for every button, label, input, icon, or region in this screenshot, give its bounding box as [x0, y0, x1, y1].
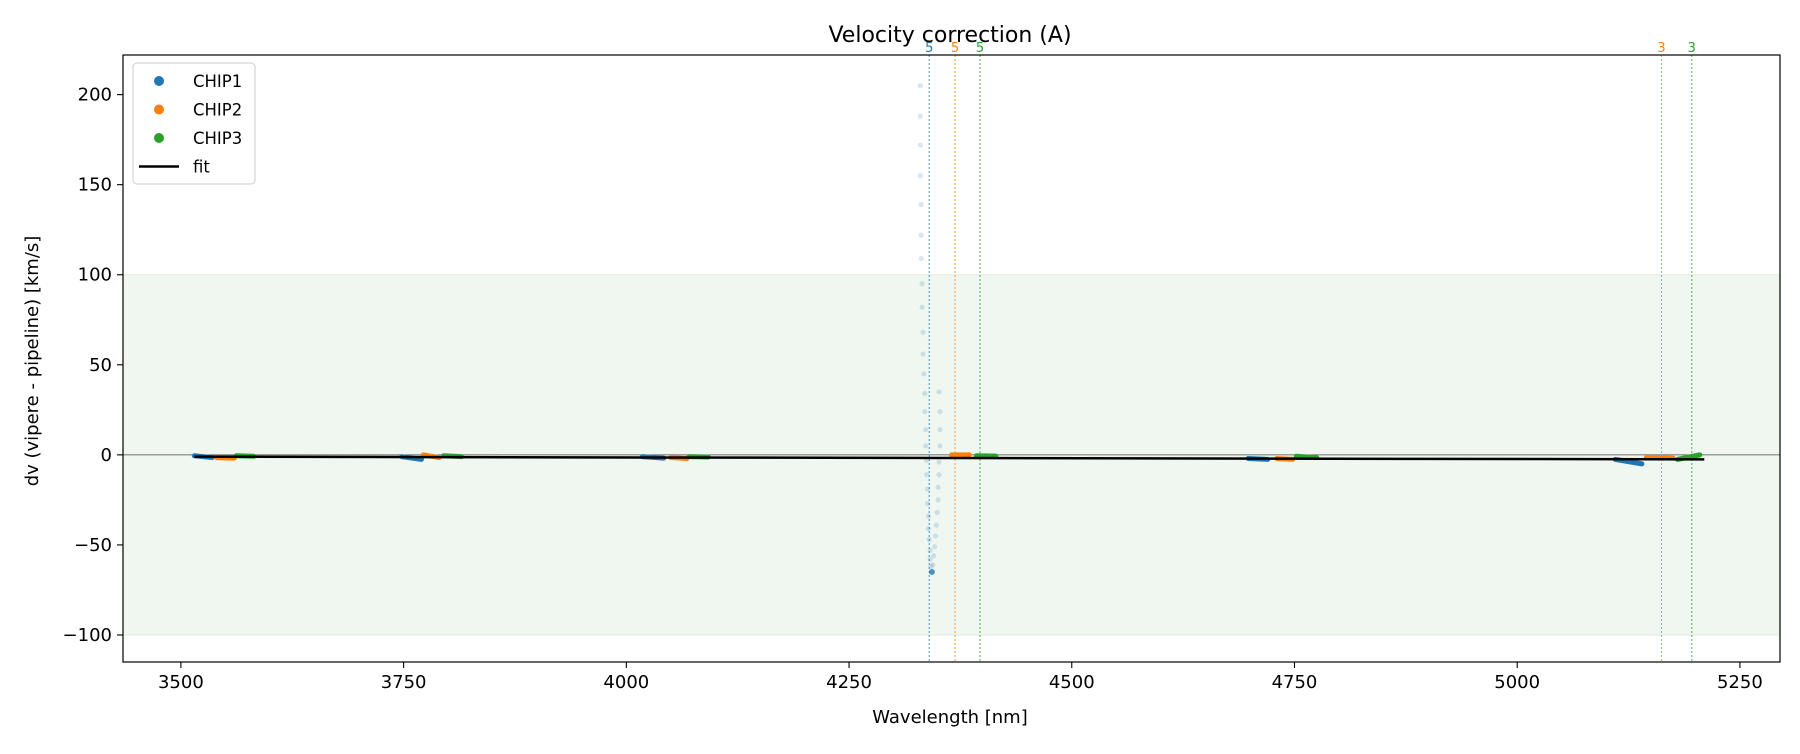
y-tick-label: 200	[78, 85, 112, 106]
outlier-point	[926, 514, 931, 519]
outlier-point	[920, 330, 925, 335]
plot-area: 5 5 5 3 3	[123, 41, 1780, 662]
legend-marker-chip1	[154, 76, 164, 86]
outlier-point	[926, 526, 931, 531]
x-tick-label: 4750	[1272, 672, 1318, 693]
legend-label: fit	[193, 158, 210, 177]
annotation-label: 5	[925, 41, 933, 56]
legend-label: CHIP1	[193, 72, 242, 91]
y-tick-label: 150	[78, 175, 112, 196]
outlier-point	[932, 544, 937, 549]
x-tick-label: 4500	[1049, 672, 1095, 693]
outlier-point	[918, 83, 923, 88]
outlier-point	[919, 256, 924, 261]
outlier-point	[936, 485, 941, 490]
outlier-point	[928, 548, 933, 553]
outlier-point	[920, 305, 925, 310]
outlier-point	[936, 497, 941, 502]
legend-label: CHIP2	[193, 101, 242, 120]
outlier-point	[921, 371, 926, 376]
x-tick-label: 5000	[1494, 672, 1540, 693]
x-tick-label: 5250	[1717, 672, 1763, 693]
x-tick-label: 4000	[603, 672, 649, 693]
y-tick-label: 100	[78, 265, 112, 286]
outlier-point	[918, 114, 923, 119]
outlier-point	[931, 553, 936, 558]
outlier-point	[918, 173, 923, 178]
outlier-point	[937, 443, 942, 448]
outlier-point	[920, 281, 925, 286]
legend: CHIP1 CHIP2 CHIP3 fit	[133, 63, 255, 184]
outlier-point	[929, 569, 935, 575]
y-tick-label: 50	[89, 355, 112, 376]
outlier-point	[937, 409, 942, 414]
outlier-point	[935, 510, 940, 515]
legend-marker-chip3	[154, 133, 164, 143]
outlier-point	[930, 562, 935, 567]
outlier-point	[923, 443, 928, 448]
outlier-point	[927, 537, 932, 542]
outlier-point	[919, 233, 924, 238]
outlier-point	[920, 351, 925, 356]
x-tick-label: 3500	[158, 672, 204, 693]
legend-marker-chip2	[154, 105, 164, 115]
series-chip3-segment	[1296, 456, 1316, 457]
outlier-point	[924, 472, 929, 477]
outlier-point	[918, 142, 923, 147]
outlier-point	[936, 459, 941, 464]
outlier-point	[934, 523, 939, 528]
outlier-point	[923, 427, 928, 432]
outlier-point	[922, 391, 927, 396]
y-axis-label: dv (vipere - pipeline) [km/s]	[22, 236, 43, 487]
outlier-point	[937, 427, 942, 432]
y-tick-label: −50	[74, 535, 112, 556]
outlier-point	[925, 486, 930, 491]
outlier-point	[936, 389, 941, 394]
outlier-point	[922, 409, 927, 414]
annotation-label: 3	[1688, 41, 1696, 56]
annotation-label: 5	[951, 41, 959, 56]
y-tick-label: 0	[101, 445, 112, 466]
x-axis-label: Wavelength [nm]	[872, 707, 1028, 728]
legend-label: CHIP3	[193, 129, 242, 148]
annotation-label: 3	[1657, 41, 1665, 56]
y-tick-label: −100	[63, 625, 112, 646]
outlier-point	[933, 533, 938, 538]
x-tick-label: 3750	[381, 672, 427, 693]
x-tick-label: 4250	[826, 672, 872, 693]
outlier-point	[936, 472, 941, 477]
outlier-point	[919, 202, 924, 207]
annotation-label: 5	[976, 41, 984, 56]
outlier-point	[925, 501, 930, 506]
